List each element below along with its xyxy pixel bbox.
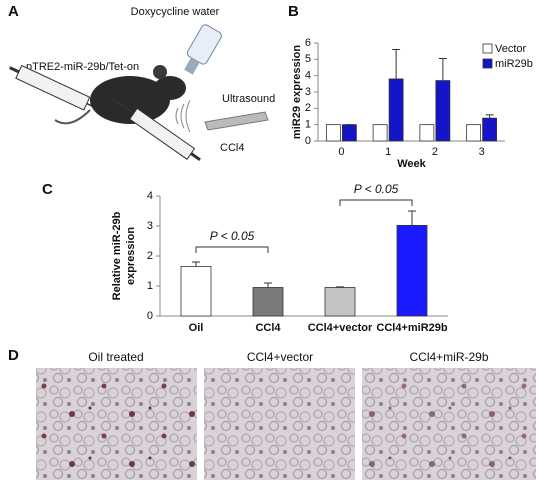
x-tick-label: 0 (338, 146, 344, 158)
ultrasound-icon (175, 99, 269, 133)
y-tick-label: 4 (305, 70, 311, 82)
error-bar (336, 286, 344, 288)
annotation: P < 0.05 (210, 229, 255, 243)
y-tick-label: 6 (305, 37, 311, 49)
bar (372, 124, 388, 142)
panel-label: C (42, 181, 53, 198)
bar (252, 287, 284, 317)
micrograph-label: CCl4+vector (247, 350, 313, 364)
y-tick-label: 0 (305, 135, 311, 147)
bar (325, 124, 341, 142)
legend-label: miR29b (495, 58, 533, 70)
x-tick-label: Oil (189, 322, 204, 334)
x-tick-label: 2 (432, 146, 438, 158)
legend-swatch (482, 58, 493, 69)
error-bar (438, 58, 447, 81)
y-tick-label: 1 (147, 280, 153, 292)
annotation: P < 0.05 (354, 182, 399, 196)
x-tick-label: CCl4 (255, 322, 281, 334)
bar (388, 78, 404, 142)
bar (180, 266, 212, 317)
y-tick-label: 3 (147, 220, 153, 232)
significance-bracket (339, 199, 413, 206)
y-tick-label: 2 (147, 250, 153, 262)
y-tick-label: 5 (305, 53, 311, 65)
y-tick-label: 4 (147, 190, 153, 202)
y-axis-label: expression (125, 227, 137, 285)
micrograph-label: CCl4+miR-29b (409, 350, 488, 364)
micrograph (204, 368, 355, 480)
y-tick-label: 0 (147, 310, 153, 322)
ultrasound-label: Ultrasound (222, 93, 275, 105)
drug-label: CCl4 (220, 142, 244, 154)
panel-label: A (8, 3, 19, 20)
x-tick-label: 3 (479, 146, 485, 158)
bar (435, 80, 451, 142)
bottle-icon (184, 24, 222, 75)
micrograph-label: Oil treated (88, 350, 143, 364)
panel-label: B (288, 3, 299, 20)
micrograph (362, 368, 536, 480)
y-tick-label: 2 (305, 102, 311, 114)
error-bar (485, 114, 494, 119)
error-bar (192, 261, 200, 267)
error-bar (408, 210, 416, 226)
bar (466, 124, 482, 142)
panel-label: D (8, 347, 19, 364)
syringe-icon (112, 98, 201, 162)
diagram: Doxycycline water pTRE2-miR-29b/Tet-on U… (9, 6, 275, 162)
y-tick-label: 1 (305, 119, 311, 131)
bar (396, 224, 428, 317)
water-label: Doxycycline water (131, 6, 220, 18)
bar (324, 287, 356, 317)
x-axis-label: Week (397, 158, 426, 170)
vector-label: pTRE2-miR-29b/Tet-on (26, 61, 139, 73)
error-bar (392, 49, 401, 79)
micrograph (36, 368, 197, 480)
significance-bracket (195, 246, 269, 253)
legend-swatch (482, 43, 493, 54)
bar (419, 124, 435, 142)
mouse-icon (54, 65, 186, 125)
y-axis-label: Relative miR-29b (111, 211, 123, 300)
x-tick-label: 1 (385, 146, 391, 158)
y-axis-label: miR29 expression (291, 45, 303, 139)
error-bar (264, 282, 272, 288)
y-tick-label: 3 (305, 86, 311, 98)
legend-label: Vector (495, 43, 527, 55)
bar (341, 124, 357, 142)
bar (482, 117, 498, 142)
x-tick-label: CCl4+vector (308, 322, 373, 334)
x-tick-label: CCl4+miR29b (376, 322, 448, 334)
